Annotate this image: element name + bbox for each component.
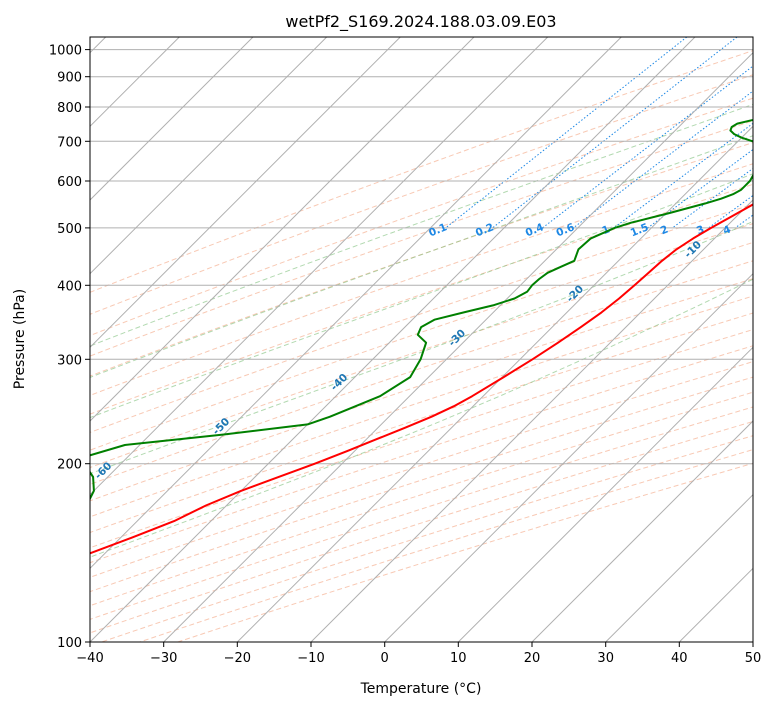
isotherm-gridline (752, 641, 753, 642)
y-tick-label: 400 (57, 279, 82, 294)
dry-adiabat (90, 312, 753, 534)
x-tick-label: −30 (150, 651, 177, 666)
dry-adiabat (90, 50, 753, 293)
dry-adiabat (90, 329, 753, 549)
dewpoint-profile (90, 118, 753, 501)
skewed-isotherms (90, 37, 753, 642)
dry-adiabat (90, 278, 753, 502)
mixing-ratio-line (492, 37, 738, 229)
dry-adiabat (90, 241, 753, 469)
y-tick-label: 900 (57, 71, 82, 86)
mixing-ratio-label: 6 (760, 223, 771, 237)
y-tick-label: 700 (57, 135, 82, 150)
isotherm-gridline (90, 37, 475, 422)
mixing-ratio-line (572, 90, 753, 229)
moist-adiabats (90, 103, 753, 558)
y-tick-label: 1000 (49, 44, 82, 59)
dry-adiabat (90, 97, 753, 337)
x-tick-label: −20 (224, 651, 251, 666)
x-axis: −40 −30 −20 −10 0 10 20 30 40 50 (76, 642, 761, 666)
x-tick-label: 30 (597, 651, 614, 666)
y-axis-title: Pressure (hPa) (12, 289, 28, 389)
isotherm-gridline (457, 346, 753, 642)
dry-adiabat (90, 345, 753, 564)
dry-adiabat (90, 361, 753, 578)
mixing-ratio-label: 1 (600, 223, 611, 237)
chart-title: wetPf2_S169.2024.188.03.09.E03 (285, 12, 556, 32)
y-tick-label: 100 (57, 636, 82, 651)
isotherm-gridline (90, 37, 549, 496)
mixing-ratio-lines (445, 37, 753, 229)
mixing-ratio-label: 3 (695, 223, 706, 237)
dry-adiabat (90, 391, 753, 607)
y-tick-label: 200 (57, 458, 82, 473)
dry-adiabat (90, 376, 753, 593)
moist-adiabat (90, 278, 753, 558)
mixing-ratio-line (708, 194, 753, 229)
dry-adiabat (90, 142, 753, 377)
mixing-ratio-label: 4 (721, 223, 732, 237)
x-tick-label: 0 (381, 651, 389, 666)
y-axis: 100 200 300 400 500 600 700 800 900 1000 (49, 44, 90, 651)
isotherm-gridline (90, 37, 254, 201)
x-tick-label: 10 (450, 651, 467, 666)
mixing-ratio-line (647, 148, 753, 229)
isotherm-gridline (90, 37, 401, 349)
dry-adiabat (90, 163, 753, 396)
y-tick-label: 800 (57, 101, 82, 116)
isotherm-gridline (310, 199, 753, 642)
x-tick-label: −10 (297, 651, 324, 666)
isotherm-gridline (384, 272, 753, 642)
x-tick-label: 50 (745, 651, 762, 666)
x-tick-label: −40 (76, 651, 103, 666)
moist-adiabat (90, 103, 753, 347)
mixing-ratio-line (613, 122, 753, 229)
isotherm-gridline (90, 37, 696, 642)
isotherm-gridline (163, 51, 753, 642)
x-axis-title: Temperature (°C) (360, 681, 482, 697)
dry-adiabat (90, 223, 753, 451)
isotherm-gridline (90, 37, 328, 275)
dry-adiabat (90, 295, 753, 518)
isotherm-gridline (90, 37, 622, 570)
mixing-ratio-label: 2 (659, 223, 670, 237)
temperature-profile (90, 203, 753, 555)
y-tick-label: 600 (57, 175, 82, 190)
x-tick-label: 40 (671, 651, 688, 666)
isotherm-gridline (605, 493, 753, 642)
isotherm-gridline (531, 420, 753, 642)
profile-series (90, 118, 753, 555)
x-tick-label: 20 (524, 651, 541, 666)
y-tick-label: 500 (57, 222, 82, 237)
plot-frame (89, 36, 754, 643)
moist-adiabat (90, 173, 753, 419)
y-tick-label: 300 (57, 353, 82, 368)
mixing-ratio-line (445, 37, 688, 229)
